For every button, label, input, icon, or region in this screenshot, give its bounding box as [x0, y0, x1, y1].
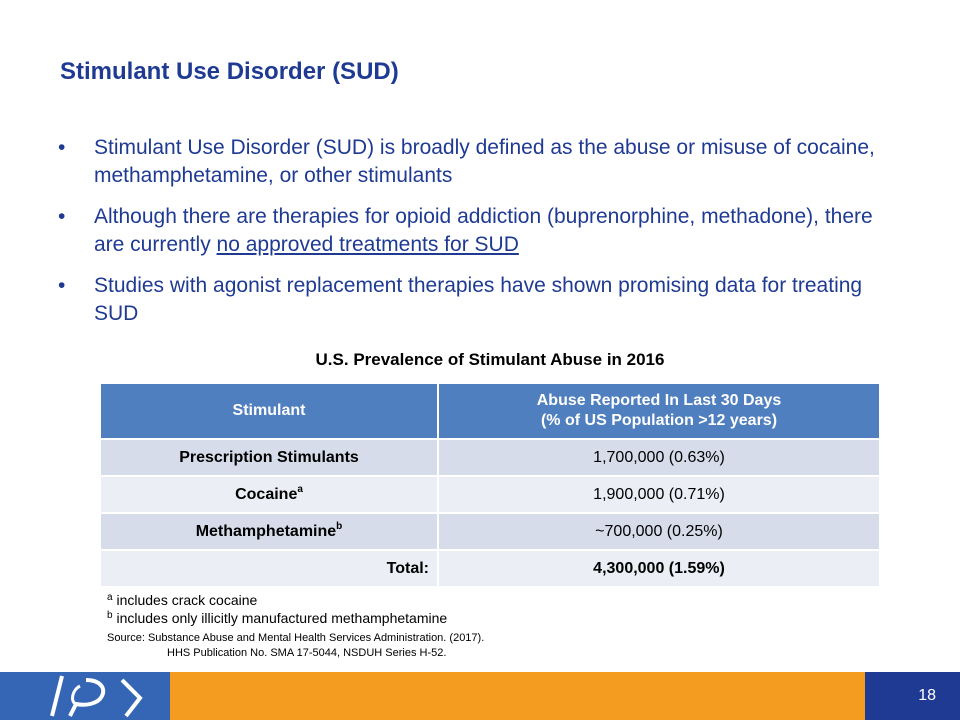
row-value: 1,700,000 (0.63%) [438, 438, 879, 476]
total-value: 4,300,000 (1.59%) [438, 549, 879, 586]
total-label: Total: [101, 549, 439, 586]
footnote-a-text: includes crack cocaine [112, 592, 258, 608]
footer-logo [0, 672, 170, 720]
row-stimulant-name: Cocainea [101, 475, 439, 513]
table-row: Cocainea 1,900,000 (0.71%) [101, 475, 879, 513]
row-stimulant-name: Methamphetamineb [101, 512, 439, 550]
row-value: 1,900,000 (0.71%) [438, 475, 879, 513]
header-abuse-reported: Abuse Reported In Last 30 Days (% of US … [438, 384, 879, 439]
logo-mark-icon [50, 675, 143, 718]
row-name-text: Cocaine [235, 485, 298, 503]
bullet-text: Although there are therapies for opioid … [94, 205, 873, 256]
footnote-superscript: b [336, 520, 343, 532]
bullet-underlined-text: no approved treatments for SUD [216, 233, 519, 256]
table-total-row: Total: 4,300,000 (1.59%) [101, 549, 879, 586]
page-number-box: 18 [865, 672, 960, 720]
header-stimulant: Stimulant [101, 384, 439, 439]
table-title: U.S. Prevalence of Stimulant Abuse in 20… [315, 350, 665, 369]
bullet-marker: • [58, 274, 66, 297]
source-citation: Source: Substance Abuse and Mental Healt… [107, 631, 484, 661]
row-name-text: Prescription Stimulants [179, 448, 359, 466]
header-abuse-line2: (% of US Population >12 years) [540, 412, 778, 429]
bullet-marker: • [58, 205, 66, 228]
bullet-text: Stimulant Use Disorder (SUD) is broadly … [94, 136, 875, 187]
table-row: Methamphetamineb ~700,000 (0.25%) [101, 512, 879, 550]
footnote-b: b includes only illicitly manufactured m… [107, 609, 447, 627]
footnote-b-text: includes only illicitly manufactured met… [112, 610, 448, 626]
header-abuse-line1: Abuse Reported In Last 30 Days [536, 392, 782, 409]
page-number: 18 [918, 687, 936, 704]
row-name-text: Methamphetamine [195, 522, 337, 540]
footnote-a-mark: a [107, 592, 113, 603]
bullet-item: • Stimulant Use Disorder (SUD) is broadl… [58, 134, 908, 190]
footnotes: a includes crack cocaine b includes only… [107, 591, 447, 627]
footnote-b-mark: b [107, 610, 113, 621]
slide-title: Stimulant Use Disorder (SUD) [60, 58, 399, 85]
bullet-text: Studies with agonist replacement therapi… [94, 274, 863, 325]
row-value: ~700,000 (0.25%) [438, 512, 879, 550]
source-line-1: Source: Substance Abuse and Mental Healt… [107, 632, 485, 644]
footnote-superscript: a [297, 483, 303, 495]
table-header-row: Stimulant Abuse Reported In Last 30 Days… [101, 384, 879, 439]
footnote-a: a includes crack cocaine [107, 591, 447, 609]
bullet-item: • Although there are therapies for opioi… [58, 203, 908, 259]
bullet-marker: • [58, 136, 66, 159]
source-line-2: HHS Publication No. SMA 17-5044, NSDUH S… [167, 647, 447, 659]
bullet-item: • Studies with agonist replacement thera… [58, 272, 908, 328]
table-row: Prescription Stimulants 1,700,000 (0.63%… [101, 438, 879, 476]
prevalence-table: Stimulant Abuse Reported In Last 30 Days… [101, 384, 879, 586]
bullet-list: • Stimulant Use Disorder (SUD) is broadl… [58, 134, 908, 341]
row-stimulant-name: Prescription Stimulants [101, 438, 439, 476]
